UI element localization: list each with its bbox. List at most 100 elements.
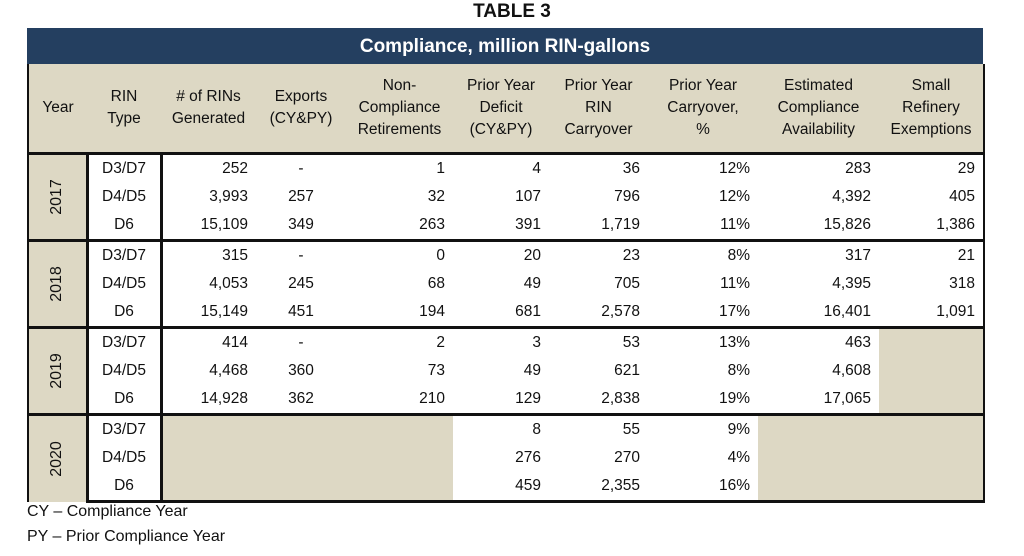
value-cell [879, 444, 985, 472]
value-cell: 68 [427, 275, 445, 292]
table-row: D4/D5 276 270 4% [28, 444, 985, 472]
value-cell: 12% [648, 152, 758, 183]
value-cell: 4,392 [832, 188, 871, 205]
value-cell: 49 [523, 275, 541, 292]
table-row: D6 15,149 451 194 681 2,578 17% 16,401 1,091 [28, 298, 985, 328]
footnote-cy: CY – Compliance Year [27, 503, 188, 520]
header-line: Generated [171, 110, 246, 127]
value-cell: 12% [718, 188, 750, 205]
header-line: Prior Year [466, 77, 536, 94]
header-line: Non- [382, 77, 417, 94]
value-cell: 55 [549, 413, 648, 444]
rin-type-cell: D6 [85, 472, 163, 503]
table-row: D4/D5 4,468 360 73 49 621 8% 4,608 [28, 357, 985, 385]
value-cell: 4,053 [209, 275, 248, 292]
value-cell: 276 [515, 449, 541, 466]
value-cell: 19% [718, 390, 750, 407]
rin-type-cell: D4/D5 [85, 183, 163, 211]
value-cell: 107 [515, 188, 541, 205]
value-cell [256, 413, 346, 444]
value-cell: 0 [346, 239, 453, 270]
value-cell: 391 [515, 216, 541, 233]
value-cell: 32 [427, 188, 445, 205]
table-row: 2018 D3/D7 315-0 20 23 8% 317 21 [27, 239, 985, 328]
value-cell: 681 [515, 303, 541, 320]
table-row: 2019 D3/D7 414-2 3 53 13% 463 [27, 326, 985, 415]
value-cell: 21 [879, 239, 985, 270]
value-cell: 1,719 [601, 216, 640, 233]
value-cell: 3 [453, 326, 549, 357]
value-cell [161, 444, 256, 472]
value-cell: 283 [758, 152, 879, 183]
value-cell: 20 [453, 239, 549, 270]
table-row: D6 459 2,355 16% [28, 472, 985, 503]
header-line: Prior Year [564, 77, 633, 94]
value-cell: 15,826 [823, 216, 871, 233]
value-cell: 13% [648, 326, 758, 357]
rin-type-cell: D6 [85, 211, 163, 241]
year-label: 2017 [48, 179, 66, 215]
value-cell: 73 [427, 362, 445, 379]
rin-type-cell: D6 [85, 385, 163, 415]
header-line: Small [911, 77, 951, 94]
rin-type-cell: D4/D5 [85, 357, 163, 385]
value-cell: 210 [419, 390, 445, 407]
value-cell [758, 413, 879, 444]
header-line: Carryover, [667, 99, 739, 116]
footnote-py: PY – Prior Compliance Year [27, 528, 226, 545]
value-cell: 459 [453, 472, 549, 503]
value-cell: 4,608 [832, 362, 871, 379]
value-cell: - [256, 152, 346, 183]
header-line: Deficit [479, 99, 523, 116]
value-cell: 2,578 [601, 303, 640, 320]
value-cell [346, 413, 453, 444]
table-row: D6 14,928 362 210 129 2,838 19% 17,065 [28, 385, 985, 415]
value-cell: 414 [161, 326, 256, 357]
value-cell: 252 [161, 152, 256, 183]
value-cell: - [256, 239, 346, 270]
header-line: Refinery [902, 99, 960, 116]
value-cell: 315 [161, 239, 256, 270]
header-line: Estimated [784, 77, 853, 94]
value-cell: 53 [549, 326, 648, 357]
value-cell [879, 326, 985, 357]
value-cell: 1 [346, 152, 453, 183]
value-cell: 23 [549, 239, 648, 270]
year-cell: 2018 [27, 239, 87, 328]
header-line: Type [107, 110, 141, 127]
value-cell: 36 [549, 152, 648, 183]
rin-type-cell: D4/D5 [85, 444, 163, 472]
value-cell: 257 [288, 188, 314, 205]
table-row: 2017 D3/D7 252-1 4 36 12% 283 29 [27, 152, 985, 241]
compliance-table: Compliance, million RIN-gallons Year RIN T… [27, 28, 985, 503]
value-cell: 16% [648, 472, 758, 503]
column-header: RIN Type [87, 64, 161, 154]
value-cell: 14,928 [200, 390, 248, 407]
year-cell: 2019 [27, 326, 87, 415]
value-cell: 1,386 [879, 211, 985, 241]
value-cell: 16,401 [823, 303, 871, 320]
table-banner: Compliance, million RIN-gallons [27, 28, 983, 64]
value-cell: 8% [648, 239, 758, 270]
value-cell [346, 444, 453, 472]
rin-type-cell: D3/D7 [85, 152, 163, 183]
value-cell [161, 413, 256, 444]
value-cell: 15,149 [200, 303, 248, 320]
value-cell: 2,355 [549, 472, 648, 503]
value-cell: 1,091 [879, 298, 985, 328]
header-line: RIN [110, 88, 138, 105]
value-cell: 9% [648, 413, 758, 444]
value-cell: 15,109 [200, 216, 248, 233]
header-line: Exemptions [890, 121, 972, 138]
column-header: Exports (CY&PY) [256, 64, 346, 154]
value-cell: - [256, 326, 346, 357]
header-line: (CY&PY) [469, 121, 533, 138]
header-line: (CY&PY) [269, 110, 333, 127]
value-cell [256, 444, 346, 472]
value-cell: 194 [419, 303, 445, 320]
table-row: D4/D5 4,053 245 68 49 705 11% 4,395 318 [28, 270, 985, 298]
column-header: Prior Year Deficit (CY&PY) [453, 64, 549, 154]
header-line: Prior Year [668, 77, 738, 94]
value-cell: 349 [288, 216, 314, 233]
value-cell: 463 [758, 326, 879, 357]
